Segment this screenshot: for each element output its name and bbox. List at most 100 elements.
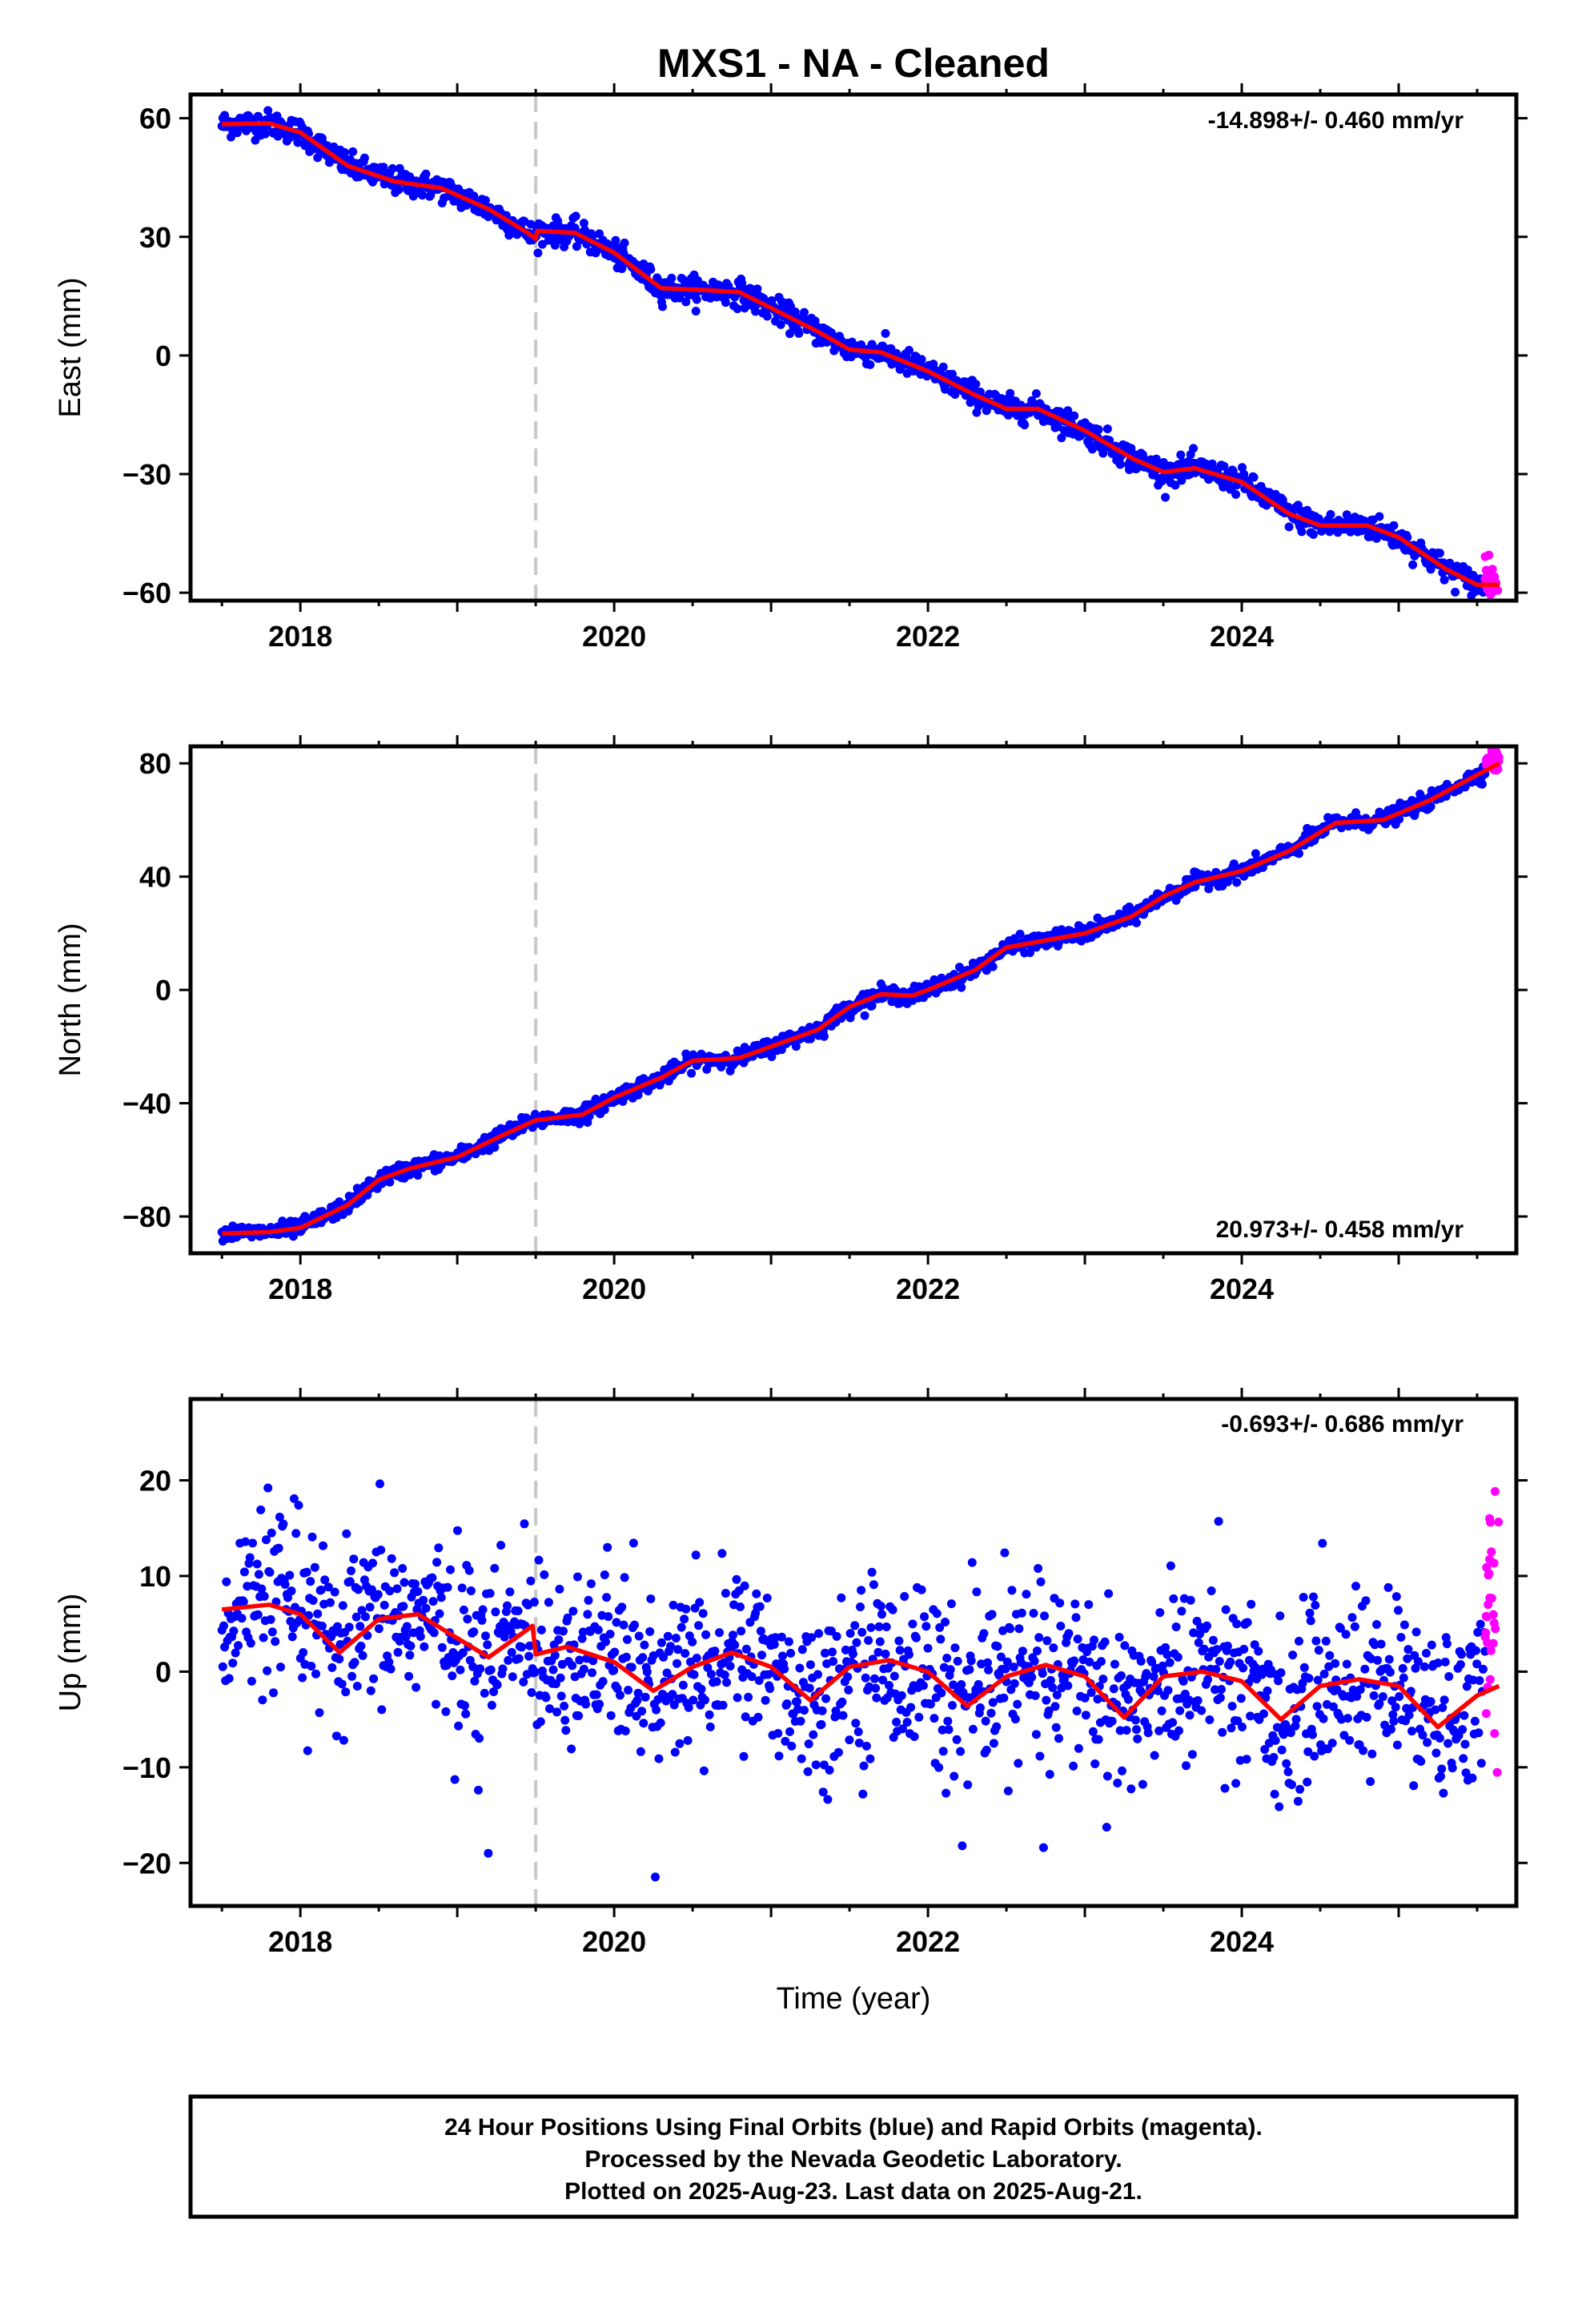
x-tick-label: 2022: [896, 620, 960, 653]
final-point: [986, 1708, 996, 1718]
final-point: [1407, 1727, 1416, 1736]
final-point: [324, 158, 334, 167]
final-point: [705, 1722, 715, 1731]
final-point: [1072, 1707, 1082, 1715]
final-point: [466, 1586, 476, 1595]
final-point: [1282, 1759, 1291, 1768]
final-point: [461, 1709, 471, 1719]
final-point: [1085, 1657, 1094, 1667]
final-point: [1143, 1728, 1153, 1738]
y-axis-label: Up (mm): [54, 1594, 87, 1712]
final-point: [1182, 1761, 1191, 1771]
final-point: [1399, 1673, 1408, 1683]
final-point: [810, 316, 820, 326]
final-point: [774, 1751, 784, 1761]
final-point: [877, 1610, 886, 1619]
final-point: [1462, 1682, 1472, 1691]
final-point: [993, 1642, 1002, 1651]
final-point: [428, 1573, 437, 1582]
final-point: [338, 1601, 347, 1610]
final-point: [794, 328, 804, 338]
final-point: [1069, 1761, 1078, 1771]
final-point: [777, 1632, 786, 1642]
final-point: [1436, 1771, 1445, 1781]
rapid-point: [1485, 1593, 1495, 1602]
final-point: [496, 1541, 506, 1550]
final-point: [533, 248, 543, 258]
final-point: [1246, 1711, 1255, 1721]
final-point: [475, 1734, 484, 1743]
final-point: [1456, 1660, 1465, 1669]
final-point: [1223, 1641, 1232, 1651]
final-point: [504, 1655, 513, 1665]
final-point: [646, 1594, 656, 1603]
final-point: [327, 1663, 337, 1672]
final-point: [875, 1637, 885, 1647]
final-point: [1175, 1706, 1185, 1715]
final-point: [1411, 1627, 1421, 1637]
final-point: [817, 1719, 826, 1729]
final-point: [1169, 1594, 1178, 1603]
final-point: [406, 1641, 416, 1651]
final-point: [828, 1647, 837, 1657]
rapid-point: [1481, 1709, 1491, 1719]
final-point: [926, 1699, 935, 1709]
final-point: [950, 1643, 960, 1653]
final-point: [692, 295, 701, 304]
final-point: [1369, 1691, 1379, 1700]
final-point: [1030, 1656, 1039, 1666]
final-point: [753, 284, 762, 294]
final-point: [368, 1558, 377, 1568]
final-point: [1098, 448, 1108, 458]
final-point: [771, 1633, 780, 1642]
final-point: [315, 1708, 324, 1718]
final-point: [725, 1662, 735, 1671]
final-point: [1327, 1739, 1337, 1748]
final-point: [283, 1593, 292, 1602]
final-point: [517, 1642, 527, 1652]
final-point: [483, 1640, 492, 1650]
final-point: [505, 1587, 515, 1597]
final-point: [752, 1589, 761, 1598]
final-point: [1189, 444, 1199, 453]
panel-north: 2018 2020 2022 2024 −80 −40 0 40 80 North (mm) 20.…: [54, 735, 1528, 1305]
final-point: [1003, 1786, 1013, 1795]
final-point: [1233, 1716, 1243, 1726]
final-point: [302, 1567, 311, 1577]
final-point: [741, 1644, 751, 1654]
final-point: [1149, 1672, 1158, 1681]
y-tick-label: 10: [139, 1560, 171, 1593]
final-point: [860, 1011, 869, 1020]
final-point: [574, 1711, 584, 1720]
final-point: [870, 1674, 879, 1683]
final-point: [1100, 1637, 1110, 1647]
final-point: [678, 1680, 688, 1690]
final-point: [540, 1570, 549, 1579]
final-point: [1033, 1647, 1042, 1655]
final-point: [1444, 1672, 1454, 1681]
final-point: [609, 1666, 619, 1675]
final-point: [1387, 1724, 1395, 1734]
final-point: [1310, 1751, 1319, 1761]
final-point: [1014, 1759, 1023, 1768]
final-point: [784, 1637, 793, 1647]
final-point: [825, 1765, 834, 1775]
final-point: [586, 1579, 596, 1589]
final-point: [659, 1652, 669, 1662]
final-point: [604, 1612, 613, 1622]
final-point: [593, 1625, 603, 1634]
final-point: [667, 273, 677, 283]
final-point: [904, 1650, 913, 1659]
final-point: [1070, 411, 1079, 420]
final-point: [560, 1715, 570, 1725]
final-point: [434, 1543, 444, 1553]
final-point: [865, 1754, 875, 1763]
final-point: [1460, 1711, 1469, 1720]
rapid-point: [1491, 1624, 1500, 1634]
final-point: [404, 1671, 414, 1681]
final-point: [722, 1678, 732, 1687]
final-point: [500, 1632, 509, 1642]
final-point: [459, 1605, 468, 1614]
final-point: [651, 1872, 660, 1882]
panel-up: 2018 2020 2022 2024 −20 −10 0 10 20 Up (mm) -0.693…: [54, 1388, 1528, 1958]
